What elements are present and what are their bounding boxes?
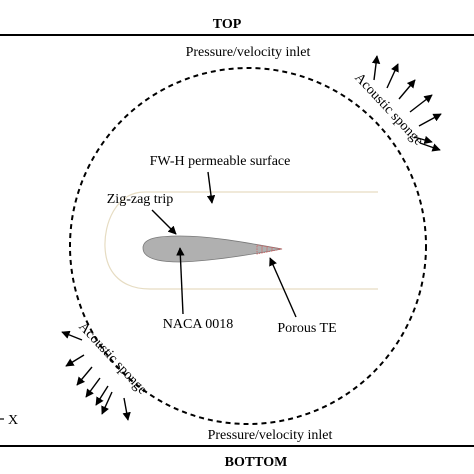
fwh-surface-label: FW-H permeable surface bbox=[150, 154, 291, 169]
porous-te-region bbox=[256, 244, 283, 255]
fwh-surface-arrow bbox=[206, 171, 216, 204]
naca-0018-airfoil bbox=[142, 235, 283, 263]
domain-circle bbox=[69, 67, 427, 425]
sponge-bottom-left-arrows bbox=[61, 330, 131, 421]
porous-te-label: Porous TE bbox=[277, 321, 336, 336]
porous-te-arrow bbox=[269, 257, 297, 318]
inlet-bottom-label: Pressure/velocity inlet bbox=[208, 428, 333, 443]
inlet-top-label: Pressure/velocity inlet bbox=[186, 45, 311, 60]
sponge-top-right-arrows bbox=[371, 55, 442, 152]
airfoil-label: NACA 0018 bbox=[163, 317, 233, 332]
airfoil-arrow bbox=[176, 247, 185, 315]
fwh-permeable-surface bbox=[104, 191, 378, 290]
sponge-bottom-left-label: Acoustic sponge bbox=[75, 320, 149, 398]
top-label: TOP bbox=[213, 17, 242, 32]
zigzag-trip-label: Zig-zag trip bbox=[107, 192, 173, 207]
x-axis-label: X bbox=[8, 413, 18, 428]
zigzag-trip-arrow bbox=[151, 209, 177, 235]
bottom-label: BOTTOM bbox=[225, 455, 288, 470]
